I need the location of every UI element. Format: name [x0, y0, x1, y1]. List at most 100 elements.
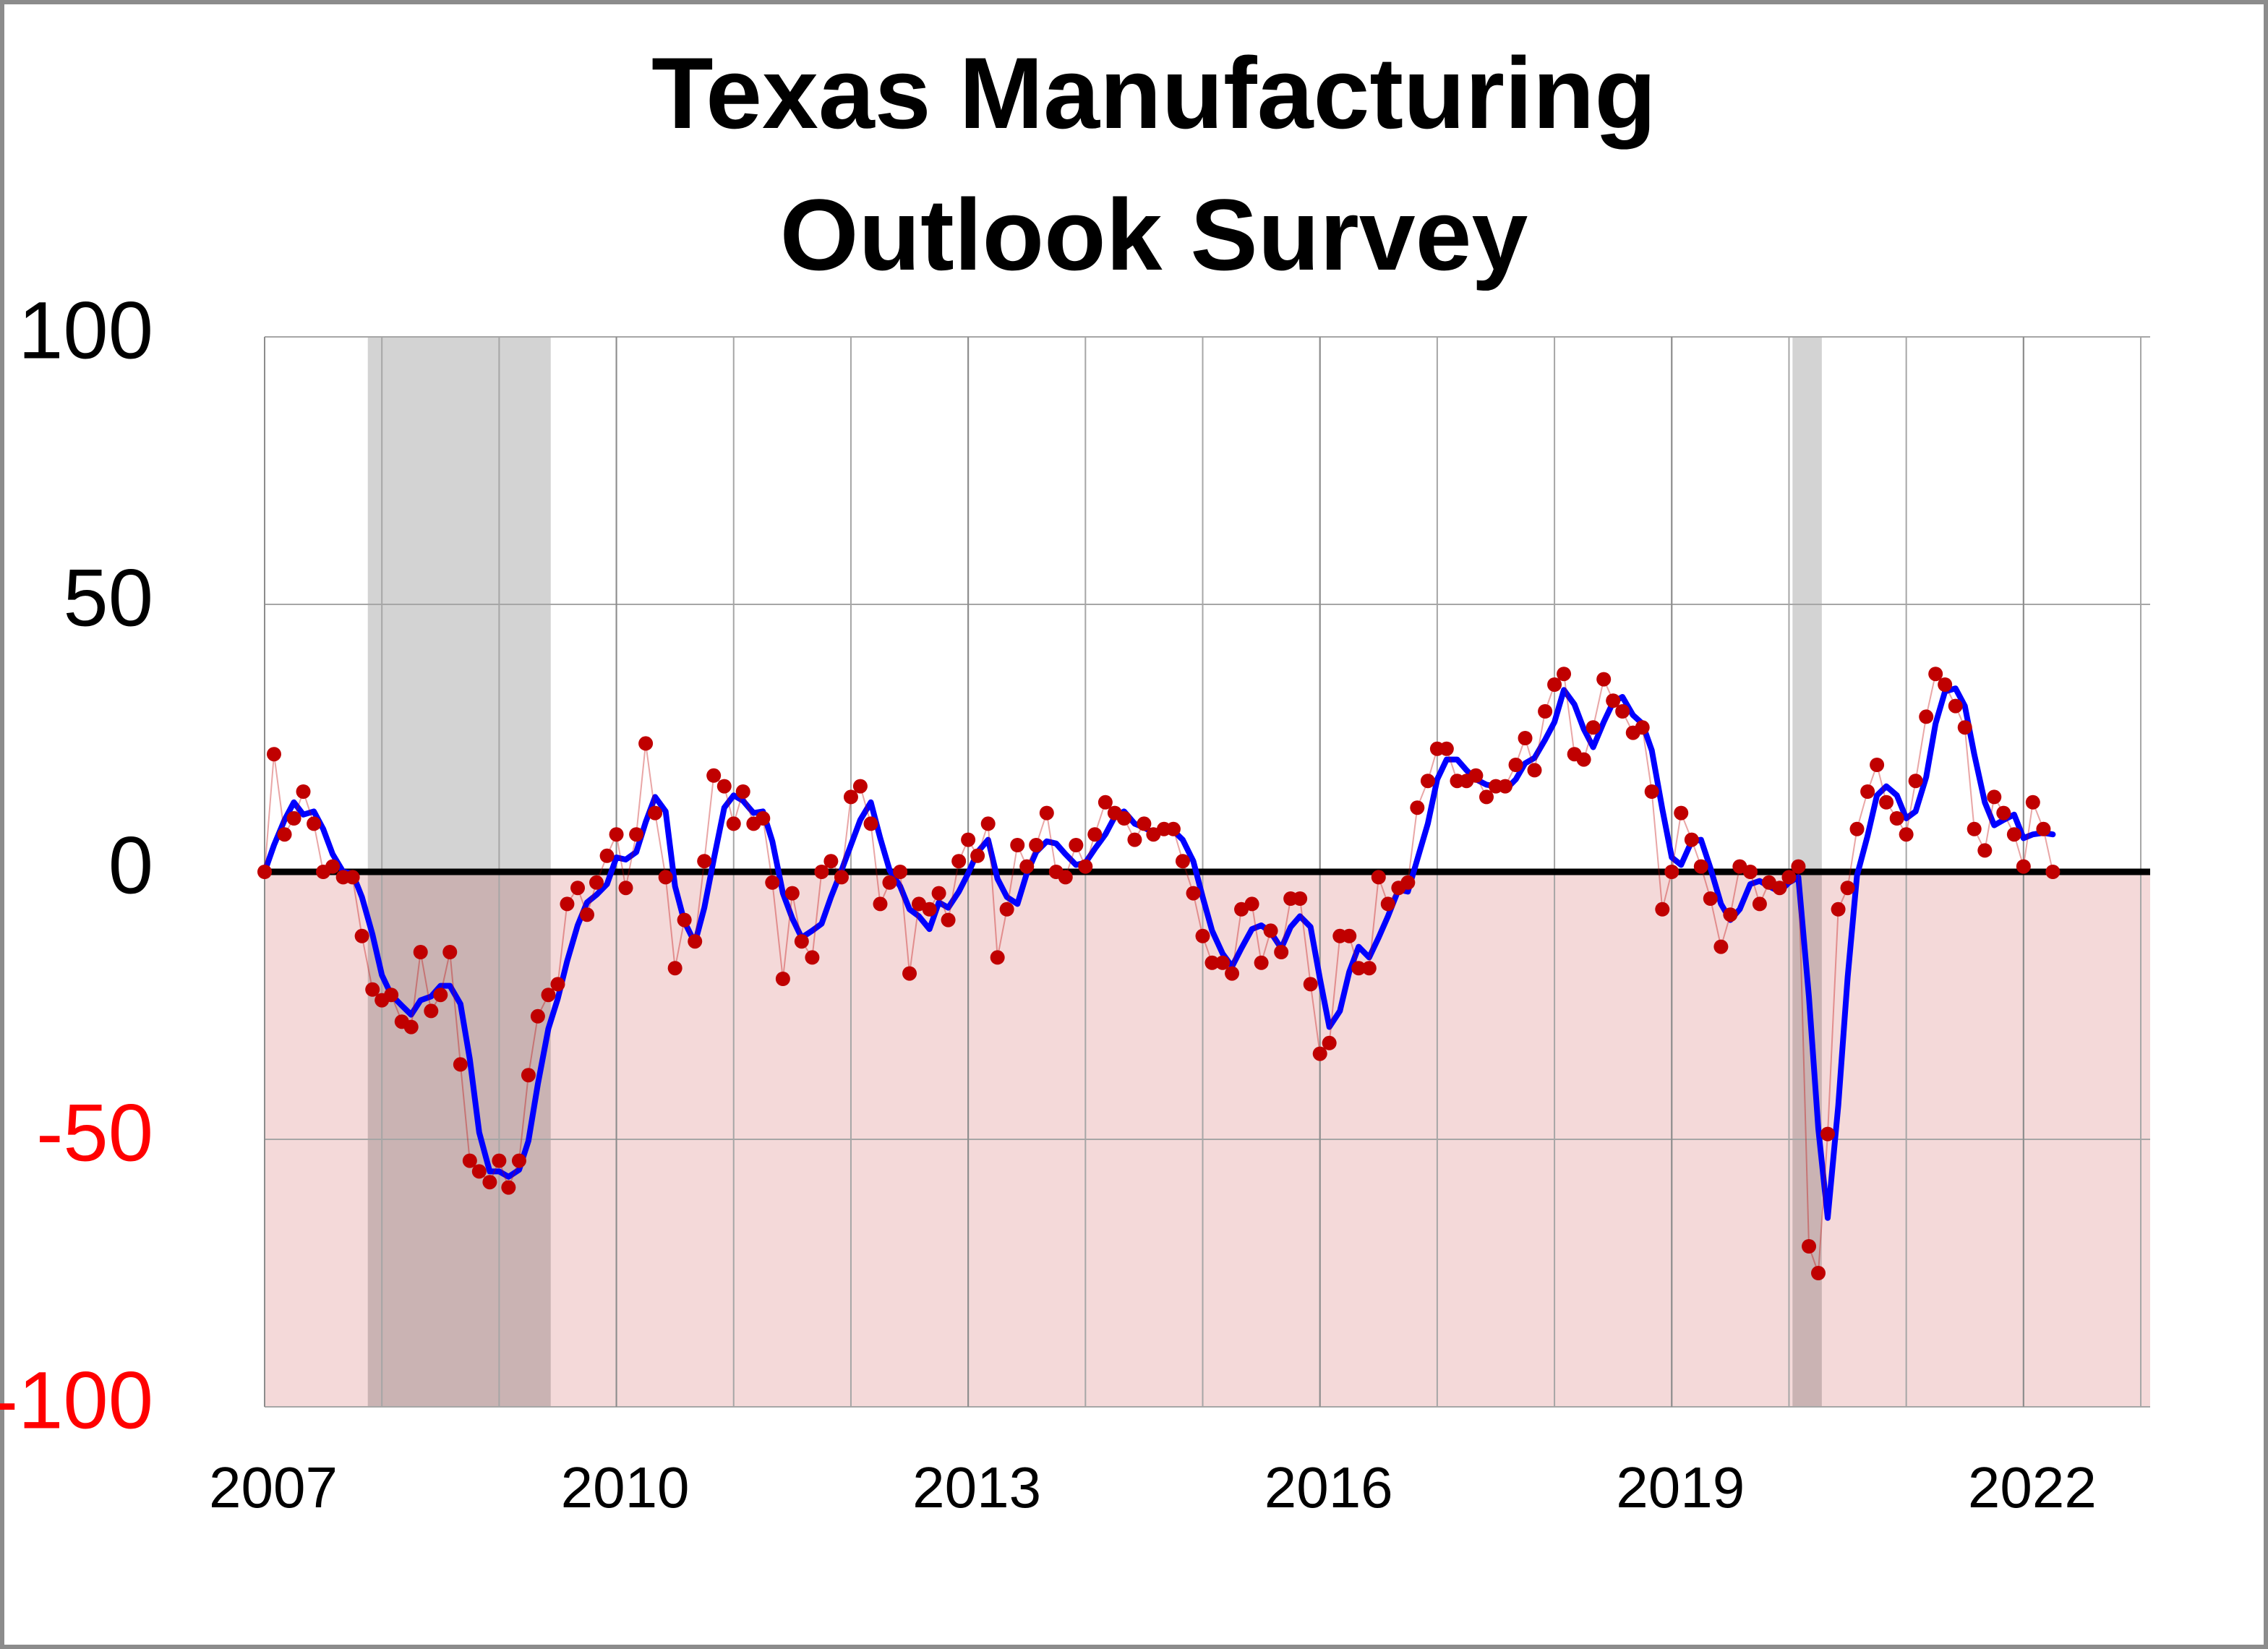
- data-point: [1655, 901, 1670, 917]
- data-point: [1127, 832, 1142, 847]
- y-tick-label: 100: [18, 286, 153, 376]
- data-point: [1254, 955, 1269, 970]
- y-tick-label: -50: [36, 1088, 153, 1178]
- data-point: [424, 1003, 439, 1019]
- data-point: [794, 934, 809, 949]
- data-point: [511, 1153, 526, 1168]
- data-point: [1195, 928, 1210, 943]
- data-point: [1772, 881, 1787, 896]
- data-point: [1322, 1035, 1337, 1050]
- data-point: [863, 816, 878, 831]
- data-point: [834, 870, 849, 885]
- data-point: [1606, 693, 1621, 708]
- data-point: [266, 747, 281, 762]
- data-point: [1996, 805, 2011, 821]
- data-point: [1497, 779, 1512, 794]
- data-point: [1215, 955, 1231, 970]
- data-point: [688, 934, 703, 949]
- data-point: [1274, 945, 1289, 959]
- data-point: [433, 988, 448, 1003]
- data-point: [726, 816, 741, 831]
- data-point: [257, 865, 272, 879]
- chart-title: Texas Manufacturing: [651, 36, 1656, 150]
- x-tick-label: 2022: [1968, 1455, 2097, 1520]
- data-point: [2045, 865, 2061, 879]
- data-point: [471, 1164, 487, 1179]
- data-point: [1439, 741, 1454, 756]
- data-point: [1508, 758, 1523, 772]
- data-point: [1596, 672, 1612, 687]
- data-point: [697, 854, 712, 869]
- data-point: [1078, 859, 1093, 874]
- data-point: [1811, 1266, 1826, 1280]
- data-point: [1752, 896, 1767, 912]
- data-point: [1518, 731, 1533, 745]
- data-point: [1928, 667, 1943, 682]
- data-point: [970, 848, 985, 863]
- data-point: [1742, 865, 1758, 879]
- data-point: [354, 928, 369, 943]
- data-point: [716, 779, 732, 794]
- data-point: [990, 950, 1005, 965]
- x-tick-label: 2016: [1264, 1455, 1393, 1520]
- x-tick-label: 2013: [912, 1455, 1041, 1520]
- data-point: [756, 811, 771, 826]
- data-point: [1723, 907, 1738, 922]
- data-point: [814, 865, 829, 879]
- data-point: [1312, 1046, 1327, 1061]
- data-point: [638, 736, 654, 751]
- data-point: [1010, 838, 1025, 852]
- data-point: [277, 827, 292, 842]
- data-point: [1557, 667, 1572, 682]
- data-point: [1380, 896, 1395, 912]
- data-point: [1342, 928, 1357, 943]
- data-point: [1664, 865, 1679, 879]
- data-point: [980, 816, 996, 831]
- data-point: [1693, 859, 1708, 874]
- data-point: [1977, 843, 1993, 858]
- data-point: [1371, 870, 1386, 885]
- data-point: [1263, 923, 1278, 938]
- data-point: [2036, 821, 2051, 836]
- data-point: [1674, 805, 1689, 821]
- data-point: [961, 832, 976, 847]
- data-point: [775, 972, 790, 986]
- data-point: [941, 912, 956, 928]
- data-point: [882, 875, 897, 890]
- data-point: [589, 875, 604, 890]
- y-tick-label: 0: [108, 821, 153, 911]
- data-point: [1644, 784, 1659, 799]
- data-point: [1586, 720, 1601, 735]
- data-point: [951, 854, 967, 869]
- data-point: [403, 1019, 419, 1035]
- data-point: [1420, 774, 1435, 789]
- data-point: [1225, 966, 1240, 981]
- data-point: [1527, 763, 1542, 778]
- data-point: [1879, 794, 1894, 810]
- data-point: [922, 901, 937, 917]
- data-point: [852, 779, 868, 794]
- data-point: [286, 811, 301, 826]
- data-point: [706, 768, 722, 783]
- data-point: [1019, 859, 1035, 874]
- data-point: [1186, 886, 1201, 901]
- data-point: [765, 875, 780, 890]
- data-point: [735, 784, 750, 799]
- data-point: [325, 859, 341, 874]
- data-point: [345, 870, 360, 885]
- data-point: [1938, 677, 1953, 692]
- data-point: [1097, 794, 1113, 810]
- data-point: [560, 896, 575, 912]
- data-point: [1684, 832, 1699, 847]
- data-point: [902, 966, 917, 981]
- data-point: [482, 1175, 497, 1190]
- data-point: [1840, 881, 1855, 896]
- data-point: [413, 945, 428, 959]
- data-point: [1860, 784, 1875, 799]
- data-point: [1919, 709, 1934, 724]
- data-point: [2025, 794, 2040, 810]
- data-point: [365, 982, 380, 997]
- data-point: [1849, 821, 1865, 836]
- data-point: [296, 784, 311, 799]
